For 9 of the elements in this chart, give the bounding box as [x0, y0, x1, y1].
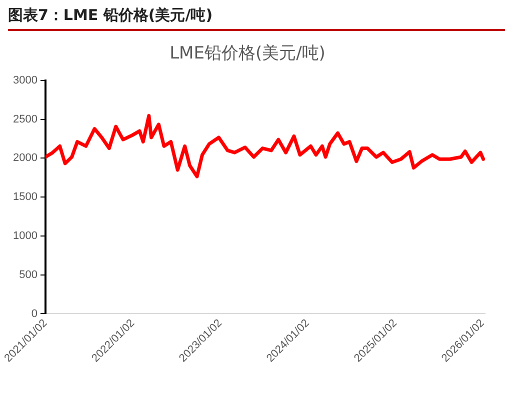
- y-tick-label: 1500: [12, 191, 38, 204]
- y-tick-label: 500: [19, 268, 38, 281]
- y-tick-label: 2000: [12, 152, 38, 164]
- y-tick-label: 2500: [12, 113, 38, 126]
- y-tick-label: 0: [31, 308, 38, 320]
- y-tick-label: 1000: [12, 230, 38, 242]
- y-tick-label: 3000: [12, 74, 38, 86]
- chart-title: 图表7：LME 铅价格(美元/吨): [8, 6, 505, 31]
- chart-subtitle: LME铅价格(美元/吨): [170, 44, 326, 64]
